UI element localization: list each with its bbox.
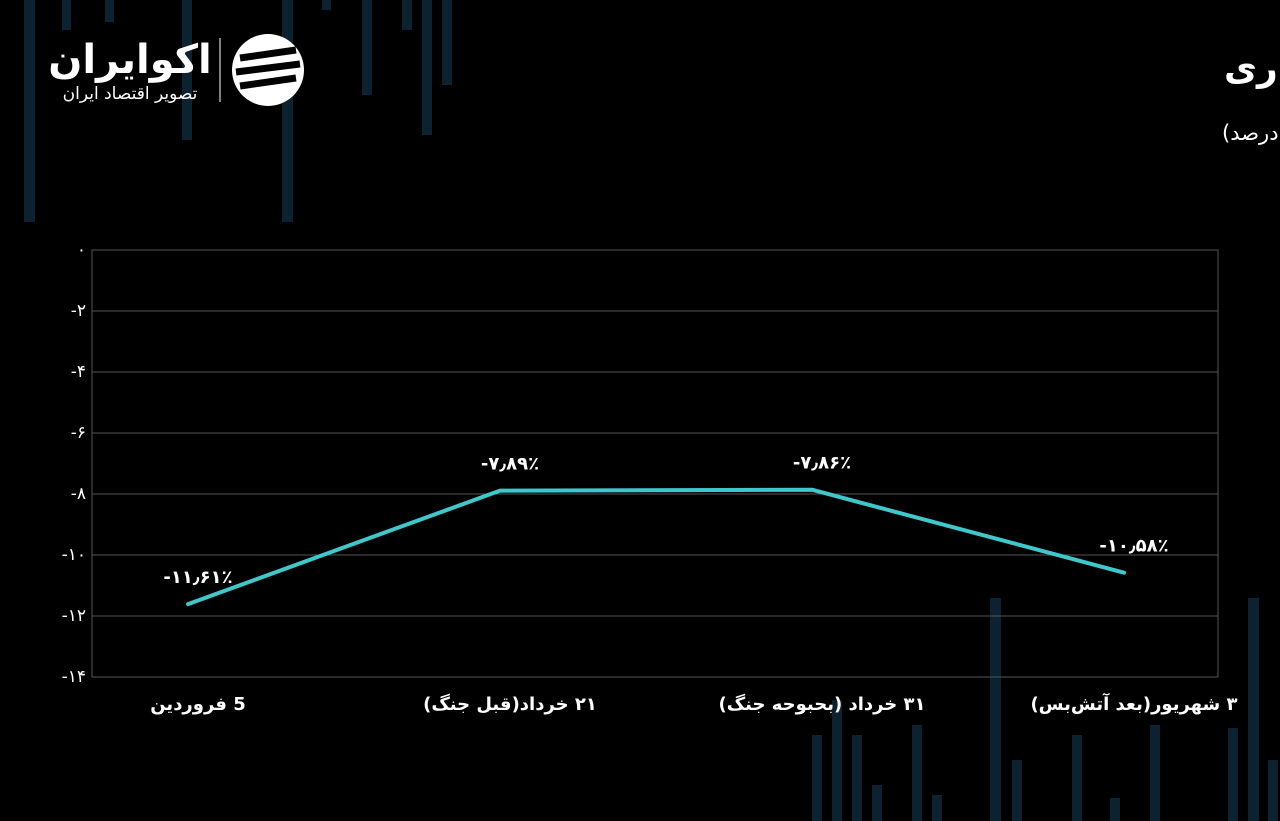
y-tick-label: -۴ bbox=[71, 362, 86, 382]
logo-icon-stripes bbox=[235, 46, 301, 90]
data-label: -۱۰٫۵۸٪ bbox=[1099, 536, 1168, 557]
y-tick-label: -۲ bbox=[71, 301, 86, 321]
chart-subtitle: (واحد: درصد) bbox=[1222, 121, 1280, 145]
brand-name: اکوایران bbox=[48, 37, 212, 83]
y-tick-label: -۶ bbox=[71, 423, 86, 443]
x-tick-label: ۳۱ خرداد (بحبوحه جنگ) bbox=[718, 693, 925, 715]
data-label: -۱۱٫۶۱٪ bbox=[163, 567, 232, 588]
brand-tagline: تصویر اقتصاد ایران bbox=[63, 84, 198, 104]
x-tick-label: ۳ شهریور(بعد آتش‌بس) bbox=[1030, 692, 1237, 715]
x-tick-label: 5 فروردین bbox=[150, 694, 246, 715]
plot-frame bbox=[91, 249, 1219, 678]
y-tick-label: -۱۴ bbox=[62, 667, 86, 687]
data-label: -۷٫۸۹٪ bbox=[481, 454, 539, 475]
logo: اکوایران تصویر اقتصاد ایران bbox=[48, 34, 304, 106]
y-tick-label: -۱۰ bbox=[62, 545, 86, 565]
y-tick-label: -۸ bbox=[71, 484, 86, 504]
y-tick-label: -۱۲ bbox=[62, 606, 86, 626]
y-tick-label: ۰ bbox=[77, 240, 86, 260]
data-line bbox=[186, 487, 1126, 607]
background-decoration bbox=[24, 0, 1278, 821]
data-label: -۷٫۸۶٪ bbox=[793, 453, 851, 474]
x-tick-label: ۲۱ خرداد(قبل جنگ) bbox=[423, 693, 597, 715]
chart-title: اسپرد اعتباری bbox=[1224, 48, 1280, 89]
